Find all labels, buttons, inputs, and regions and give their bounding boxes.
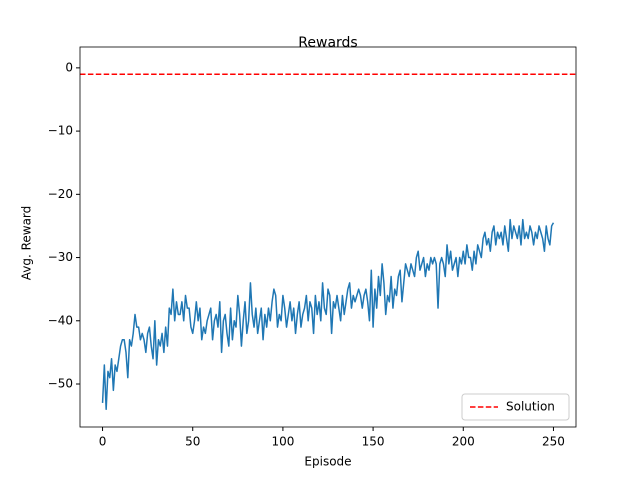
y-tick-label: −20 [48,187,73,201]
axes-frame [79,46,577,428]
x-tick-label: 100 [271,435,294,449]
x-tick-label: 200 [452,435,475,449]
x-tick-label: 0 [99,435,107,449]
chart-title: Rewards [298,35,357,51]
y-tick-label: 0 [65,60,73,74]
y-tick-label: −30 [48,250,73,264]
x-axis-label: Episode [304,455,351,469]
y-tick-label: −10 [48,124,73,138]
y-tick-label: −50 [48,377,73,391]
x-tick-label: 50 [185,435,200,449]
y-tick-label: −40 [48,313,73,327]
legend-box [461,393,570,421]
data-line [101,218,555,411]
x-tick-label: 150 [362,435,385,449]
y-axis-label: Avg. Reward [20,206,34,281]
legend-label: Solution [506,400,555,414]
x-tick-label: 250 [542,435,565,449]
